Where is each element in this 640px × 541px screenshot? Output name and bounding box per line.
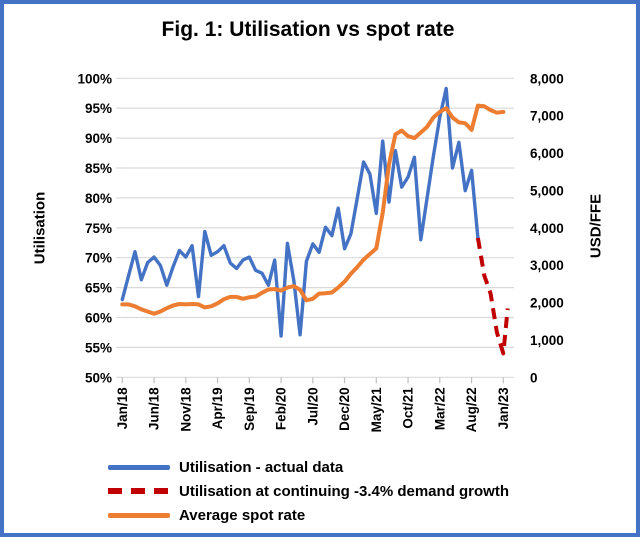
x-axis-tick-label: Mar/22 [432, 387, 447, 430]
legend-item-utilisation-actual: Utilisation - actual data [108, 455, 509, 479]
left-axis-tick-label: 75% [85, 221, 112, 236]
x-axis-tick-label: Jan/23 [496, 387, 511, 430]
right-axis-tick-label: 2,000 [530, 296, 564, 311]
x-axis-tick-label: Nov/18 [178, 387, 193, 432]
right-axis-tick-label: 4,000 [530, 221, 564, 236]
legend-swatch-red-dashed-line [108, 488, 170, 494]
right-axis-tick-label: 1,000 [530, 333, 564, 348]
left-axis-tick-label: 50% [85, 370, 112, 385]
legend-label: Utilisation at continuing -3.4% demand g… [179, 482, 510, 500]
series-line-actual [120, 86, 480, 338]
right-axis-tick-label: 6,000 [530, 146, 564, 161]
x-axis-tick-label: Jul/20 [305, 387, 320, 425]
left-axis-tick-label: 100% [77, 71, 112, 86]
x-axis-tick-label: Oct/21 [401, 387, 416, 429]
legend-swatch-orange-line [108, 512, 170, 518]
left-axis-tick-label: 65% [85, 281, 112, 296]
x-axis-tick-label: May/21 [369, 387, 384, 433]
series-line-forecast [475, 237, 510, 356]
legend-item-utilisation-forecast: Utilisation at continuing -3.4% demand g… [108, 479, 509, 503]
x-axis-tick-label: Dec/20 [337, 387, 352, 431]
chart-title: Fig. 1: Utilisation vs spot rate [161, 18, 455, 41]
left-axis-tick-label: 95% [85, 101, 112, 116]
legend-item-spot-rate: Average spot rate [108, 503, 509, 527]
x-axis-tick-label: Aug/22 [464, 387, 479, 432]
x-axis-tick-label: Sep/19 [242, 387, 257, 431]
x-axis-tick-label: Jan/18 [115, 387, 130, 430]
series-line-spot-rate [120, 103, 506, 316]
x-axis-tick-label: Feb/20 [274, 387, 289, 430]
left-axis-tick-label: 55% [85, 340, 112, 355]
right-axis-tick-label: 3,000 [530, 258, 564, 273]
right-axis-tick-label: 8,000 [530, 71, 564, 86]
x-axis-tick-label: Jun/18 [147, 387, 162, 430]
legend-swatch-blue-line [108, 464, 170, 470]
left-axis-tick-label: 85% [85, 161, 112, 176]
legend-label: Average spot rate [179, 506, 306, 524]
x-axis-tick-label: Apr/19 [210, 387, 225, 429]
left-axis-tick-label: 80% [85, 191, 112, 206]
legend-label: Utilisation - actual data [179, 458, 344, 476]
plot-area: 100% 95% 90% 85% 80% 75% 70% 65% 60% 55% 50% 8,000 7… [77, 71, 564, 433]
left-axis-tick-label: 70% [85, 251, 112, 266]
legend: Utilisation - actual data Utilisation at… [108, 455, 509, 527]
right-axis-tick-label: 0 [530, 370, 538, 385]
right-axis-tick-label: 7,000 [530, 109, 564, 124]
right-axis-tick-label: 5,000 [530, 183, 564, 198]
left-axis-tick-label: 60% [85, 311, 112, 326]
left-axis-tick-label: 90% [85, 131, 112, 146]
